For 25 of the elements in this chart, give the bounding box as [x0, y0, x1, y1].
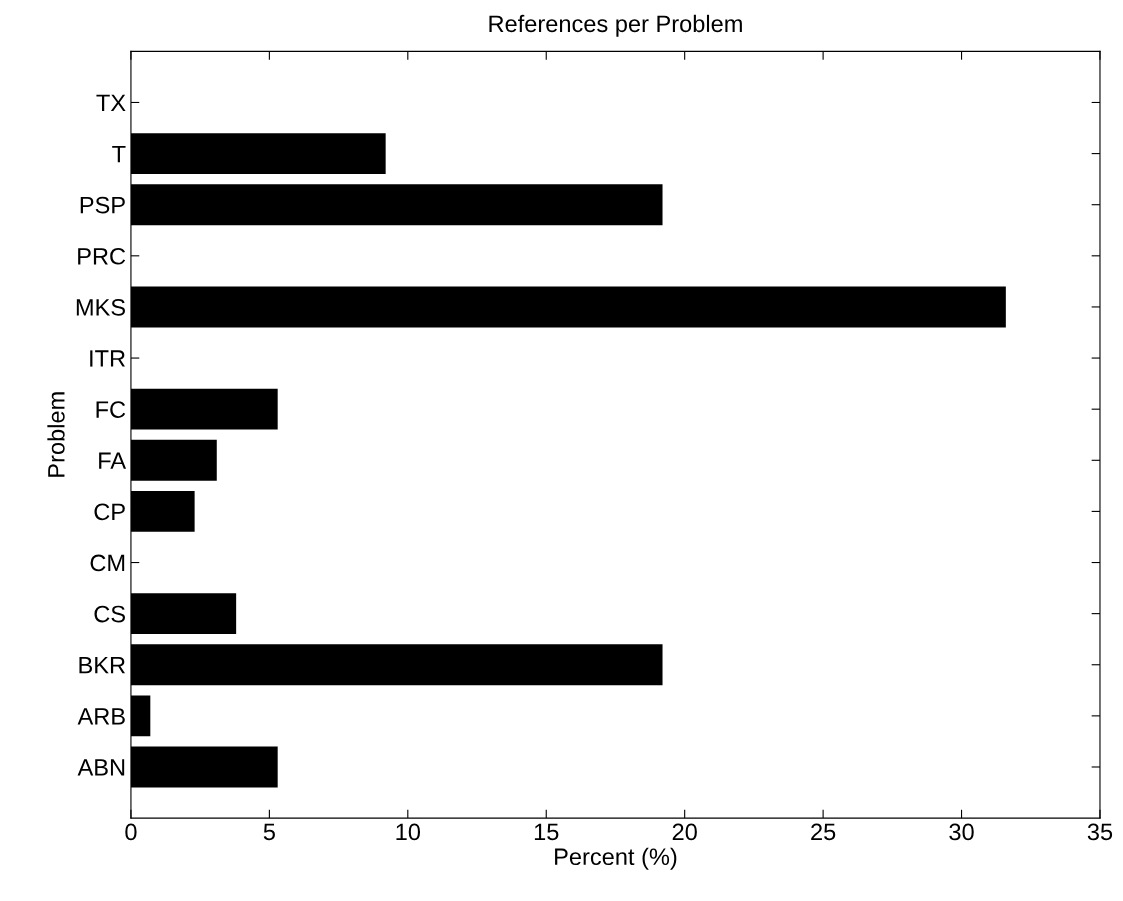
y-tick-label: CP: [94, 503, 125, 521]
y-tick-label: PSP: [80, 196, 125, 214]
y-tick-label: TX: [96, 94, 126, 112]
y-tick-label: T: [112, 145, 126, 163]
y-tick-label: BKR: [79, 657, 125, 674]
x-tick-label: 30: [949, 823, 974, 841]
y-tick-label: ARB: [77, 708, 125, 725]
y-tick-label: PRC: [78, 247, 126, 265]
x-tick-label: 25: [811, 823, 836, 841]
chart-title: References per Problem: [489, 14, 742, 37]
x-tick-label: 5: [263, 823, 275, 841]
x-tick-label: 0: [125, 823, 137, 841]
x-tick-label: 15: [534, 823, 559, 841]
y-tick-label: FA: [99, 452, 127, 469]
x-axis-title: Percent (%): [555, 847, 677, 870]
y-tick-label: ITR: [90, 350, 125, 367]
y-tick-label: MKS: [76, 299, 125, 316]
x-tick-label: 35: [1087, 823, 1113, 841]
y-tick-label: ABN: [77, 759, 125, 776]
x-tick-label: 20: [672, 823, 697, 841]
y-tick-label: FC: [96, 401, 126, 418]
x-tick-label: 10: [396, 823, 421, 841]
y-tick-label: CM: [90, 554, 125, 572]
y-axis-title: Problem: [47, 392, 65, 477]
y-tick-label: CS: [94, 605, 125, 623]
